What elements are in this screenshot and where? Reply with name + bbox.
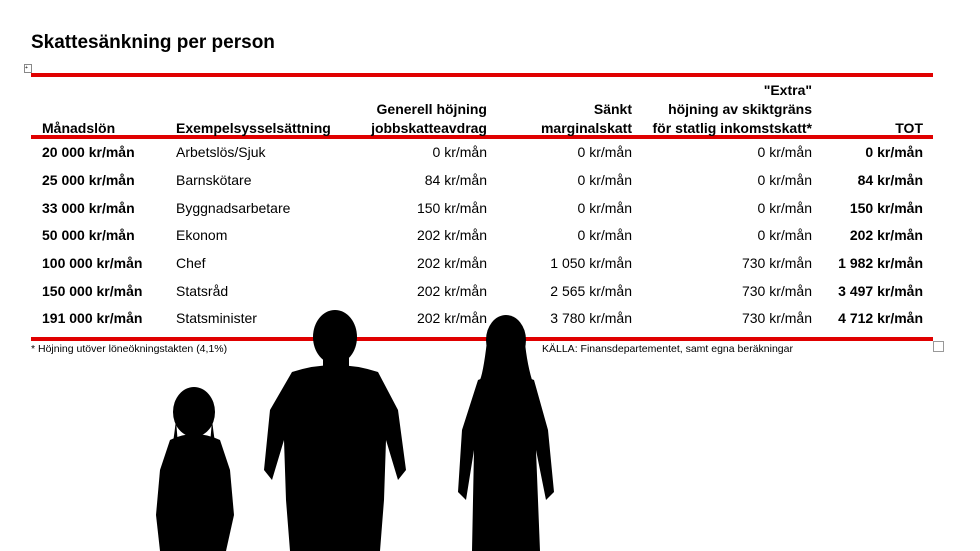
- header-extra-line3: för statlig inkomstskatt*: [652, 120, 812, 136]
- deduction-cell: 202 kr/mån: [416, 283, 487, 299]
- header-extra-line1: "Extra": [763, 82, 812, 98]
- job-cell: Barnskötare: [176, 172, 252, 188]
- table-row: 150 000 kr/mån Statsråd 202 kr/mån 2 565…: [0, 278, 980, 305]
- top-rule: [31, 73, 933, 77]
- anchor-icon: +: [24, 64, 32, 73]
- marginal-cell: 3 780 kr/mån: [550, 310, 632, 326]
- table-row: 50 000 kr/mån Ekonom 202 kr/mån 0 kr/mån…: [0, 222, 980, 249]
- job-cell: Arbetslös/Sjuk: [176, 144, 266, 160]
- marginal-cell: 0 kr/mån: [577, 227, 632, 243]
- header-deduction-line1: Generell höjning: [376, 101, 487, 117]
- deduction-cell: 0 kr/mån: [432, 144, 487, 160]
- deduction-cell: 202 kr/mån: [416, 310, 487, 326]
- deduction-cell: 202 kr/mån: [416, 255, 487, 271]
- deduction-cell: 84 kr/mån: [424, 172, 487, 188]
- job-cell: Statsråd: [176, 283, 229, 299]
- header-job: Exempelsysselsättning: [176, 120, 331, 136]
- bottom-rule: [31, 337, 933, 341]
- total-cell: 0 kr/mån: [865, 144, 923, 160]
- job-cell: Byggnadsarbetare: [176, 200, 291, 216]
- salary-cell: 25 000 kr/mån: [42, 172, 135, 188]
- header-monthly: Månadslön: [42, 120, 116, 136]
- deduction-cell: 202 kr/mån: [416, 227, 487, 243]
- job-cell: Ekonom: [176, 227, 228, 243]
- header-extra-line2: höjning av skiktgräns: [668, 101, 812, 117]
- resize-handle[interactable]: [933, 341, 944, 352]
- total-cell: 1 982 kr/mån: [838, 255, 923, 271]
- total-cell: 4 712 kr/mån: [838, 310, 923, 326]
- marginal-cell: 0 kr/mån: [577, 172, 632, 188]
- total-cell: 150 kr/mån: [849, 200, 923, 216]
- table-row: 191 000 kr/mån Statsminister 202 kr/mån …: [0, 305, 980, 332]
- salary-cell: 33 000 kr/mån: [42, 200, 135, 216]
- job-cell: Chef: [176, 255, 206, 271]
- table-row: 20 000 kr/mån Arbetslös/Sjuk 0 kr/mån 0 …: [0, 139, 980, 166]
- salary-cell: 100 000 kr/mån: [42, 255, 143, 271]
- salary-cell: 150 000 kr/mån: [42, 283, 143, 299]
- extra-cell: 0 kr/mån: [757, 200, 812, 216]
- extra-cell: 0 kr/mån: [757, 144, 812, 160]
- job-cell: Statsminister: [176, 310, 257, 326]
- total-cell: 84 kr/mån: [857, 172, 923, 188]
- total-cell: 202 kr/mån: [849, 227, 923, 243]
- salary-cell: 191 000 kr/mån: [42, 310, 143, 326]
- source-note: KÄLLA: Finansdepartementet, samt egna be…: [542, 343, 793, 355]
- table-row: 25 000 kr/mån Barnskötare 84 kr/mån 0 kr…: [0, 167, 980, 194]
- page-title: Skattesänkning per person: [31, 32, 275, 53]
- header-marginal-line1: Sänkt: [593, 101, 632, 117]
- salary-cell: 50 000 kr/mån: [42, 227, 135, 243]
- header-marginal-line2: marginalskatt: [540, 120, 632, 136]
- table-row: 100 000 kr/mån Chef 202 kr/mån 1 050 kr/…: [0, 250, 980, 277]
- footnote: * Höjning utöver löneökningstakten (4,1%…: [31, 343, 228, 355]
- table-row: 33 000 kr/mån Byggnadsarbetare 150 kr/må…: [0, 195, 980, 222]
- total-cell: 3 497 kr/mån: [838, 283, 923, 299]
- silhouette-person-middle: [264, 310, 406, 551]
- extra-cell: 730 kr/mån: [741, 310, 812, 326]
- header-total: TOT: [895, 120, 923, 136]
- extra-cell: 730 kr/mån: [741, 255, 812, 271]
- marginal-cell: 0 kr/mån: [577, 144, 632, 160]
- silhouette-person-left: [156, 387, 234, 551]
- extra-cell: 730 kr/mån: [741, 283, 812, 299]
- silhouette-person-right: [458, 315, 554, 551]
- header-deduction-line2: jobbskatteavdrag: [371, 120, 487, 136]
- extra-cell: 0 kr/mån: [757, 227, 812, 243]
- salary-cell: 20 000 kr/mån: [42, 144, 135, 160]
- marginal-cell: 1 050 kr/mån: [550, 255, 632, 271]
- marginal-cell: 2 565 kr/mån: [550, 283, 632, 299]
- deduction-cell: 150 kr/mån: [416, 200, 487, 216]
- extra-cell: 0 kr/mån: [757, 172, 812, 188]
- marginal-cell: 0 kr/mån: [577, 200, 632, 216]
- header-rule: [31, 135, 933, 139]
